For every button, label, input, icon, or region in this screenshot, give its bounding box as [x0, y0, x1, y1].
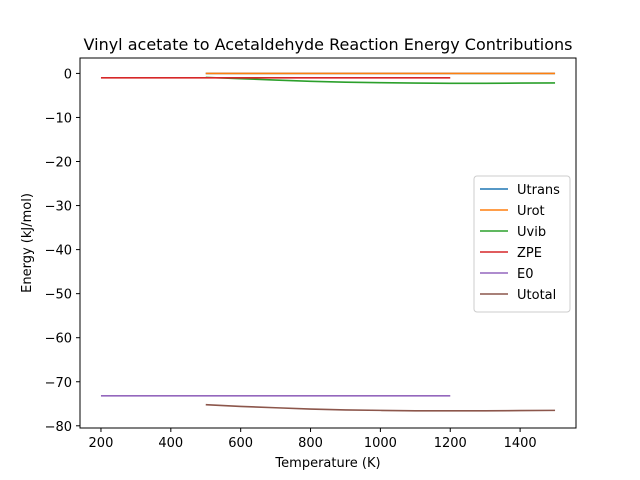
y-tick-label: −40 — [45, 244, 72, 259]
y-tick-label: −20 — [45, 156, 72, 171]
x-tick-label: 200 — [89, 436, 114, 451]
legend-label-uvib: Uvib — [517, 225, 546, 240]
x-tick-label: 400 — [158, 436, 183, 451]
x-tick-label: 1400 — [504, 436, 537, 451]
legend-label-urot: Urot — [517, 204, 545, 219]
y-tick-label: −10 — [45, 111, 72, 126]
chart-title: Vinyl acetate to Acetaldehyde Reaction E… — [84, 35, 573, 54]
plot-frame — [79, 57, 577, 429]
legend-label-zpe: ZPE — [517, 246, 542, 261]
y-axis-ticks: 0 −10 −20 −30 −40 −50 −60 −70 −80 — [45, 67, 80, 435]
y-axis-label: Energy (kJ/mol) — [20, 193, 35, 293]
x-axis-ticks: 200 400 600 800 1000 1200 1400 — [89, 428, 537, 451]
x-tick-label: 800 — [298, 436, 323, 451]
series-lines — [100, 72, 556, 412]
x-tick-label: 1200 — [434, 436, 467, 451]
y-tick-label: 0 — [64, 67, 72, 82]
y-tick-label: −50 — [45, 288, 72, 303]
x-axis-label: Temperature (K) — [274, 456, 380, 471]
y-tick-label: −60 — [45, 332, 72, 347]
x-tick-label: 1000 — [364, 436, 397, 451]
legend-label-e0: E0 — [517, 267, 534, 282]
y-tick-label: −70 — [45, 376, 72, 391]
legend-label-utrans: Utrans — [517, 183, 560, 198]
series-line-utotal — [205, 403, 556, 412]
y-tick-label: −80 — [45, 420, 72, 435]
x-tick-label: 600 — [228, 436, 253, 451]
legend-label-utotal: Utotal — [517, 288, 556, 303]
legend: Utrans Urot Uvib ZPE E0 Utotal — [473, 175, 571, 313]
y-tick-label: −30 — [45, 200, 72, 215]
series-line-uvib — [205, 76, 556, 85]
